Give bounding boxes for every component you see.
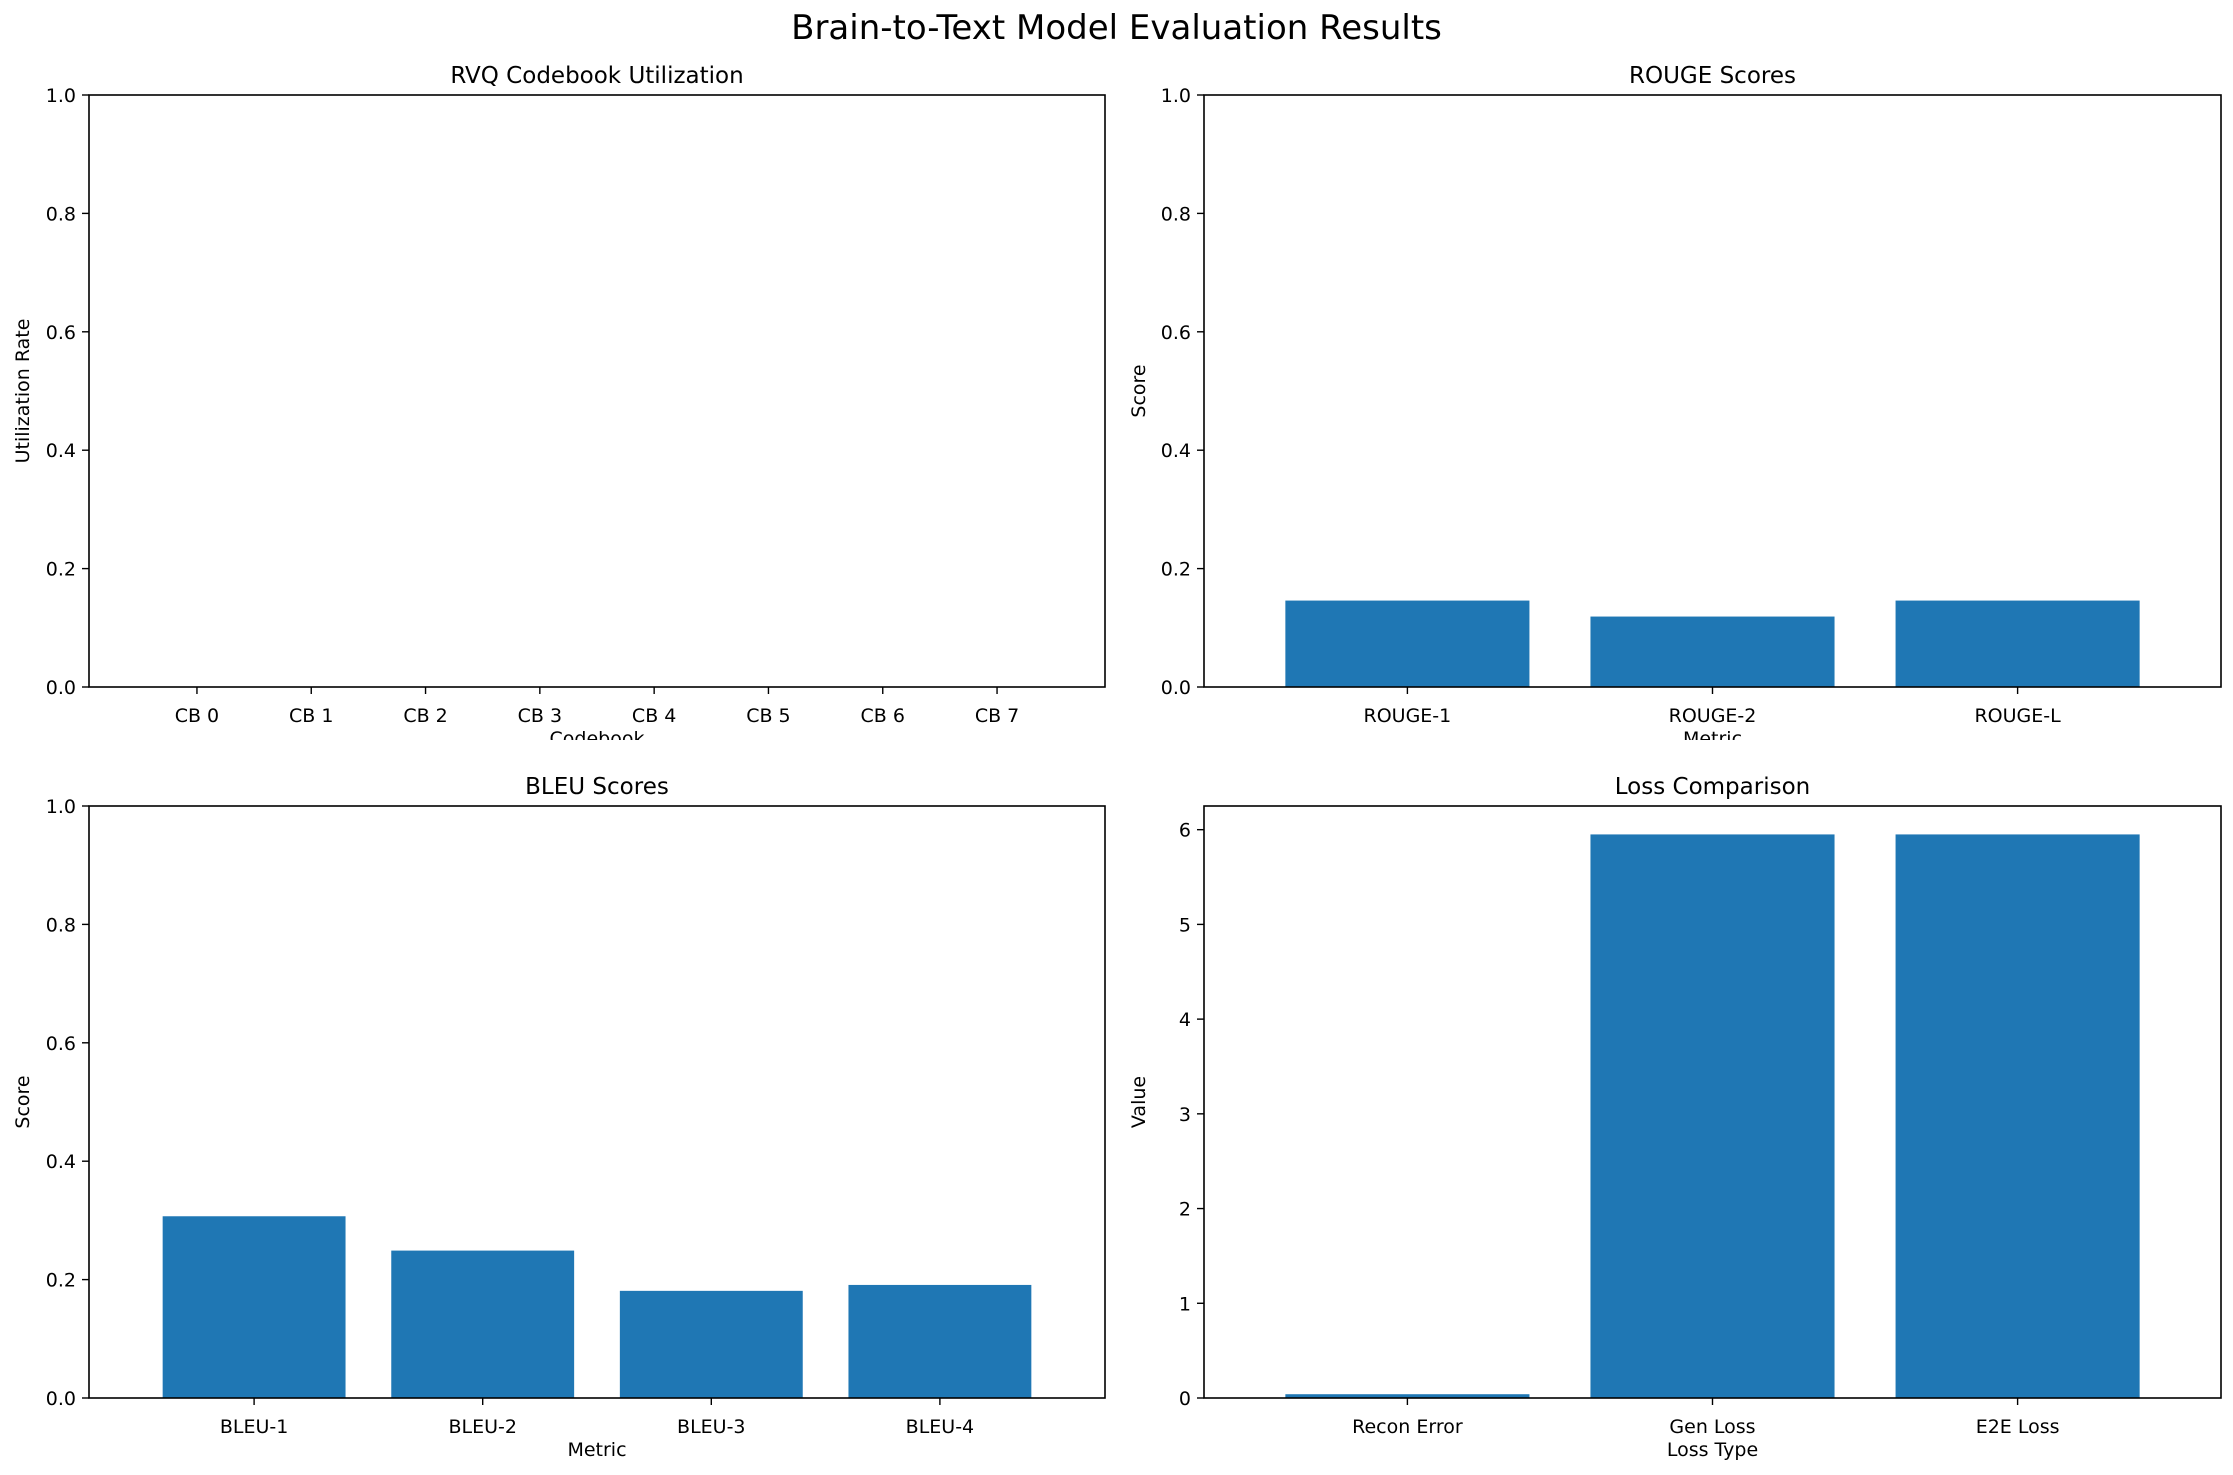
x-tick-label-1: Gen Loss xyxy=(1669,1416,1755,1438)
y-tick-label-4: 4 xyxy=(1179,1009,1191,1031)
x-axis-label: Metric xyxy=(1683,728,1742,740)
bar-2 xyxy=(619,1290,803,1398)
x-tick-label-0: Recon Error xyxy=(1352,1416,1463,1438)
x-tick-label-2: BLEU-3 xyxy=(677,1416,745,1438)
chart-title: Loss Comparison xyxy=(1615,774,1810,800)
x-tick-label-1: CB 1 xyxy=(289,705,333,727)
y-tick-label-3: 0.6 xyxy=(46,322,76,344)
bar-1 xyxy=(1590,834,1835,1398)
bar-0 xyxy=(1285,1394,1530,1398)
bar-0 xyxy=(162,1216,346,1398)
y-tick-label-4: 0.8 xyxy=(1161,203,1191,225)
plot-frame xyxy=(88,805,1106,1399)
x-axis-label: Metric xyxy=(567,1439,626,1461)
chart-rouge-scores: ROUGE-1 ROUGE-2 ROUGE-L 0.0 0.2 0.4 0.6 0.8 1.0 R… xyxy=(1128,63,2222,740)
x-tick-label-2: ROUGE-L xyxy=(1974,705,2061,727)
bar-0 xyxy=(1285,600,1530,687)
y-tick-label-5: 1.0 xyxy=(46,85,76,107)
y-tick-label-2: 0.4 xyxy=(46,1151,76,1173)
x-tick-label-1: BLEU-2 xyxy=(448,1416,516,1438)
y-tick-label-3: 3 xyxy=(1179,1104,1191,1126)
y-axis-label: Score xyxy=(1128,364,1150,417)
chart-title: ROUGE Scores xyxy=(1629,63,1796,89)
y-axis-label: Value xyxy=(1128,1076,1150,1128)
bar-1 xyxy=(1590,616,1835,687)
y-tick-label-0: 0.0 xyxy=(1161,677,1191,699)
bar-2 xyxy=(1895,834,2140,1398)
x-tick-label-1: ROUGE-2 xyxy=(1669,705,1757,727)
y-axis-label: Utilization Rate xyxy=(12,319,34,464)
x-axis-label: Codebook xyxy=(550,728,645,740)
y-tick-label-2: 0.4 xyxy=(1161,440,1191,462)
bar-3 xyxy=(848,1284,1032,1398)
y-tick-label-1: 0.2 xyxy=(46,559,76,581)
bar-1 xyxy=(391,1250,575,1398)
y-tick-label-4: 0.8 xyxy=(46,914,76,936)
x-tick-label-5: CB 5 xyxy=(746,705,790,727)
x-tick-label-2: CB 2 xyxy=(403,705,447,727)
plot-frame xyxy=(88,94,1106,688)
y-tick-label-0: 0.0 xyxy=(46,1388,76,1410)
x-tick-label-0: CB 0 xyxy=(175,705,219,727)
x-tick-label-0: BLEU-1 xyxy=(220,1416,288,1438)
y-tick-label-1: 0.2 xyxy=(1161,559,1191,581)
y-tick-label-6: 6 xyxy=(1179,820,1191,842)
figure-title: Brain-to-Text Model Evaluation Results xyxy=(791,8,1442,48)
chart-loss-comparison: Recon Error Gen Loss E2E Loss 0 1 2 3 4 5 6 Loss C… xyxy=(1128,774,2222,1461)
x-tick-label-2: E2E Loss xyxy=(1976,1416,2060,1438)
y-tick-label-5: 1.0 xyxy=(1161,85,1191,107)
y-tick-label-3: 0.6 xyxy=(1161,322,1191,344)
chart-codebook-utilization: CB 0 CB 1 CB 2 CB 3 CB 4 CB 5 CB 6 CB 7 0.0 0.2 0.… xyxy=(12,63,1106,740)
y-tick-label-1: 0.2 xyxy=(46,1270,76,1292)
x-axis-label: Loss Type xyxy=(1667,1439,1758,1461)
bar-2 xyxy=(1895,600,2140,687)
y-tick-label-5: 1.0 xyxy=(46,796,76,818)
y-tick-label-2: 0.4 xyxy=(46,440,76,462)
chart-bleu-scores: BLEU-1 BLEU-2 BLEU-3 BLEU-4 0.0 0.2 0.4 0.6 0.8 1… xyxy=(12,774,1106,1461)
x-tick-label-7: CB 7 xyxy=(975,705,1019,727)
x-tick-label-4: CB 4 xyxy=(632,705,676,727)
y-tick-label-0: 0 xyxy=(1179,1388,1191,1410)
x-tick-label-3: CB 3 xyxy=(518,705,562,727)
y-tick-label-4: 0.8 xyxy=(46,203,76,225)
x-tick-label-3: BLEU-4 xyxy=(906,1416,974,1438)
y-tick-label-2: 2 xyxy=(1179,1199,1191,1221)
chart-title: BLEU Scores xyxy=(525,774,669,800)
x-tick-label-6: CB 6 xyxy=(861,705,905,727)
x-tick-label-0: ROUGE-1 xyxy=(1364,705,1452,727)
y-tick-label-0: 0.0 xyxy=(46,677,76,699)
plot-frame xyxy=(1203,94,2222,688)
y-axis-label: Score xyxy=(12,1075,34,1128)
y-tick-label-3: 0.6 xyxy=(46,1033,76,1055)
y-tick-label-5: 5 xyxy=(1179,914,1191,936)
chart-title: RVQ Codebook Utilization xyxy=(450,63,743,89)
y-tick-label-1: 1 xyxy=(1179,1293,1191,1315)
